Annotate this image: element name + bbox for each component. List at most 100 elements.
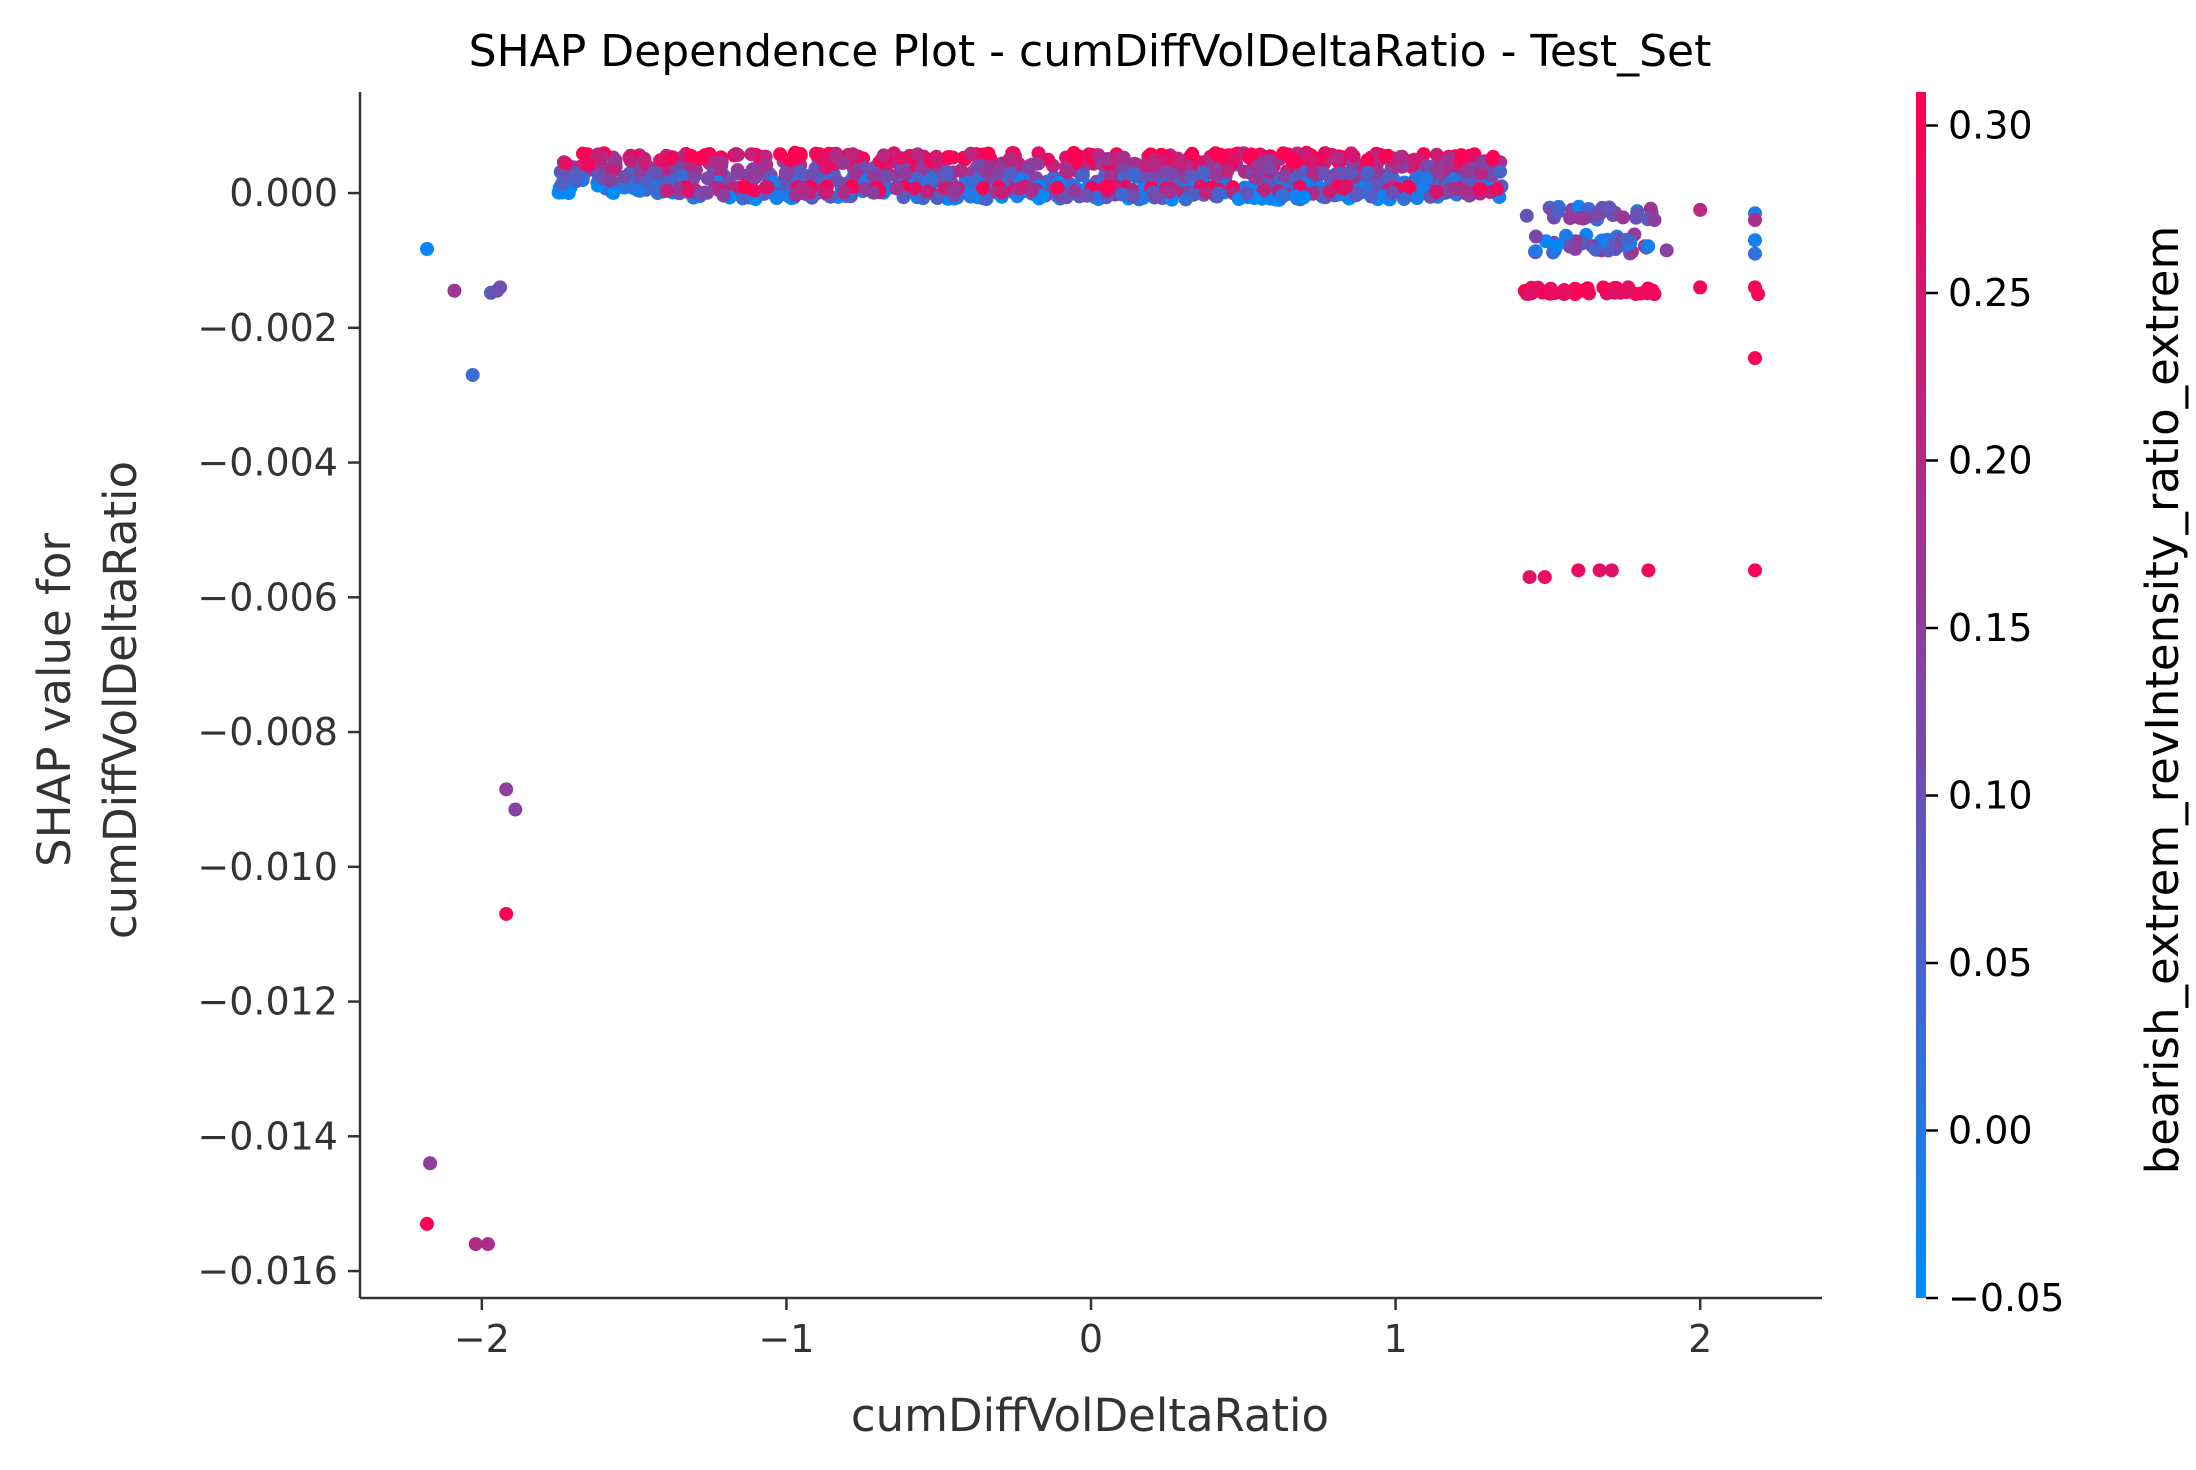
colorbar-tick-label: 0.25 <box>1948 271 2033 315</box>
band-point <box>631 183 646 198</box>
band-point <box>1244 147 1259 162</box>
band-point <box>894 151 909 166</box>
band-point <box>700 171 715 186</box>
band-point <box>790 150 804 165</box>
band-point <box>1099 179 1113 194</box>
y-tick-label: −0.002 <box>197 306 338 350</box>
band-point <box>1528 244 1543 259</box>
band-point <box>1196 165 1211 180</box>
band-point <box>1410 191 1425 205</box>
band-point <box>846 147 860 162</box>
band-point <box>1031 146 1046 161</box>
band-point <box>1339 179 1354 194</box>
band-point <box>1371 177 1386 192</box>
band-point <box>581 157 596 172</box>
band-point <box>920 184 935 199</box>
band-point <box>1364 189 1379 204</box>
band-point <box>1114 187 1129 202</box>
band-point <box>1446 181 1461 196</box>
data-point <box>480 1237 495 1252</box>
band-point <box>1035 189 1050 204</box>
data-point <box>1641 563 1656 578</box>
band-point <box>1178 192 1193 207</box>
band-point <box>555 176 570 191</box>
band-point <box>866 185 881 200</box>
y-tick-label: −0.012 <box>197 980 338 1024</box>
band-point <box>1303 154 1318 169</box>
band-point <box>1075 168 1090 183</box>
band-point <box>979 192 994 207</box>
band-point <box>729 147 743 161</box>
band-point <box>570 168 585 183</box>
band-point <box>708 155 723 170</box>
band-point <box>976 181 990 196</box>
band-point <box>1430 184 1445 199</box>
band-point <box>1616 210 1630 225</box>
band-point <box>1127 156 1142 171</box>
band-point <box>1199 185 1214 200</box>
band-point <box>1602 200 1617 215</box>
y-tick-label: −0.014 <box>197 1114 338 1158</box>
data-point <box>1747 213 1762 228</box>
band-point <box>910 147 925 162</box>
band-point <box>1588 208 1603 223</box>
band-point <box>1429 147 1444 162</box>
scatter-points <box>420 145 1766 1252</box>
band-point <box>730 166 745 181</box>
band-point <box>819 185 834 200</box>
band-point <box>1248 171 1263 185</box>
data-point <box>468 1237 483 1252</box>
band-point <box>1050 180 1065 195</box>
band-point <box>1485 151 1500 166</box>
band-point <box>1349 188 1364 203</box>
band-point <box>1608 285 1623 300</box>
band-point <box>1430 162 1445 177</box>
band-point <box>681 184 696 198</box>
data-point <box>1537 570 1552 585</box>
band-point <box>1316 166 1331 181</box>
band-point <box>1454 148 1469 163</box>
band-point <box>1185 146 1200 161</box>
band-point <box>1528 229 1543 244</box>
band-point <box>828 148 843 163</box>
band-point <box>1522 286 1536 301</box>
x-tick-label: 0 <box>1079 1317 1103 1361</box>
band-point <box>953 163 968 178</box>
band-point <box>1629 210 1644 225</box>
band-point <box>1397 192 1411 206</box>
colorbar-tick-label: 0.10 <box>1948 774 2033 818</box>
band-point <box>1407 152 1422 167</box>
y-tick-label: 0.000 <box>229 171 338 215</box>
band-point <box>558 156 573 171</box>
colorbar-tick-label: 0.20 <box>1948 439 2033 483</box>
band-point <box>674 168 689 183</box>
y-tick-label: −0.004 <box>197 441 338 485</box>
data-point <box>1571 563 1586 578</box>
band-point <box>1473 165 1488 180</box>
band-point <box>1276 169 1291 184</box>
band-point <box>1327 168 1342 182</box>
band-point <box>1213 147 1228 162</box>
band-point <box>1079 188 1094 203</box>
band-point <box>1296 190 1311 205</box>
band-point <box>1573 283 1588 298</box>
band-point <box>1211 186 1226 201</box>
colorbar-tick-label: 0.30 <box>1948 104 2033 148</box>
y-axis-label-line1: SHAP value for <box>28 533 81 867</box>
band-point <box>867 170 881 185</box>
band-point <box>671 182 686 197</box>
data-point <box>1647 213 1662 228</box>
band-point <box>1519 208 1534 223</box>
band-point <box>1338 166 1353 181</box>
band-point <box>946 183 961 198</box>
data-point <box>1647 287 1662 302</box>
band-point <box>1208 167 1223 182</box>
band-point <box>1030 156 1045 171</box>
band-point <box>1394 149 1409 164</box>
band-point <box>1126 189 1140 203</box>
band-point <box>1059 161 1074 176</box>
band-point <box>1550 238 1565 253</box>
band-point <box>778 166 793 180</box>
data-point <box>1747 351 1762 366</box>
data-point <box>447 283 462 298</box>
